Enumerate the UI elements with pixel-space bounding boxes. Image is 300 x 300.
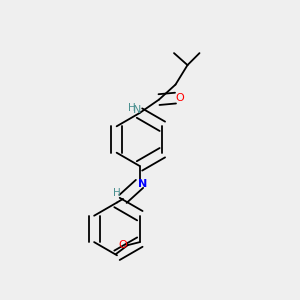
Text: H: H bbox=[128, 103, 136, 113]
Text: O: O bbox=[118, 240, 127, 250]
Text: H: H bbox=[113, 188, 121, 198]
Text: O: O bbox=[176, 93, 184, 103]
Text: N: N bbox=[139, 179, 148, 189]
Text: N: N bbox=[133, 105, 141, 116]
